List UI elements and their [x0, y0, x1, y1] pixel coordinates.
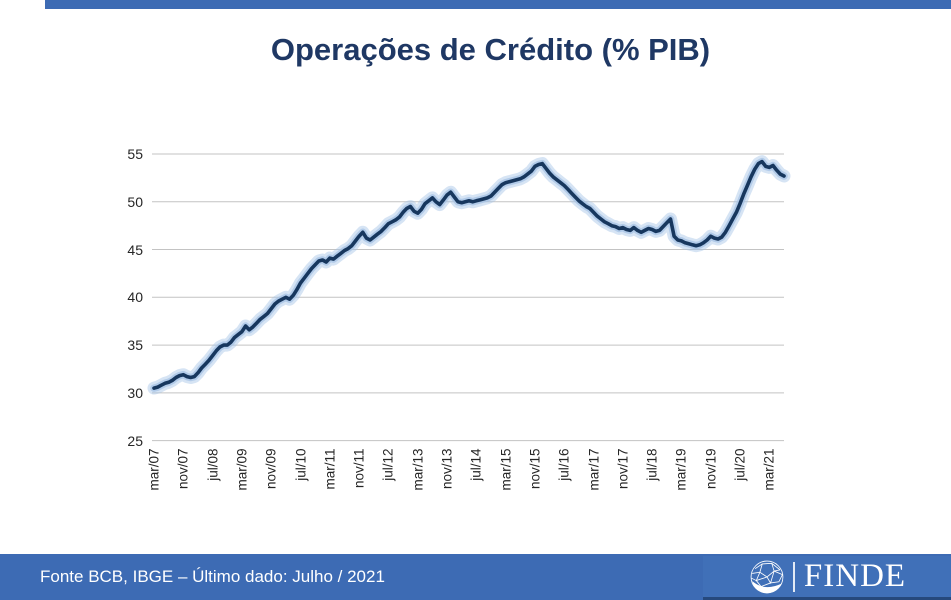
x-tick-label: nov/09	[263, 448, 279, 490]
x-tick-label: mar/21	[761, 448, 777, 491]
globe-network-icon	[750, 560, 784, 593]
x-tick-label: mar/13	[410, 448, 426, 491]
y-tick-label: 55	[127, 146, 143, 162]
y-tick-label: 40	[127, 289, 143, 306]
logo-divider	[792, 561, 795, 592]
x-tick-label: jul/08	[205, 448, 221, 481]
x-tick-label: jul/10	[293, 448, 308, 481]
x-tick-label: jul/14	[468, 448, 484, 481]
x-tick-label: mar/11	[322, 448, 338, 490]
x-tick-label: mar/09	[234, 448, 250, 491]
x-tick-label: nov/19	[703, 448, 719, 490]
x-tick-label: nov/07	[175, 448, 191, 490]
x-tick-label: jul/20	[732, 448, 748, 481]
line-chart-canvas	[147, 153, 791, 442]
y-tick-label: 30	[127, 384, 143, 401]
y-tick-label: 45	[127, 241, 143, 258]
footer-bar: Fonte BCB, IBGE – Último dado: Julho / 2…	[0, 554, 951, 600]
x-tick-label: jul/18	[644, 448, 660, 481]
x-tick-label: mar/07	[146, 448, 162, 491]
logo-wordmark: FINDE	[803, 558, 907, 594]
credit-series-line	[147, 155, 791, 395]
x-tick-label: nov/15	[527, 448, 543, 490]
top-accent-strip	[45, 0, 951, 9]
finde-logo: FINDE	[703, 556, 951, 600]
x-tick-label: jul/12	[380, 448, 396, 481]
x-tick-label: nov/13	[439, 448, 455, 490]
source-caption: Fonte BCB, IBGE – Último dado: Julho / 2…	[40, 567, 385, 586]
x-tick-label: mar/17	[586, 448, 602, 491]
x-tick-label: nov/11	[351, 448, 367, 489]
x-tick-label: mar/15	[498, 448, 514, 491]
y-tick-label: 35	[127, 337, 143, 354]
x-tick-label: jul/16	[556, 448, 572, 481]
y-tick-label: 50	[127, 193, 143, 210]
x-tick-label: mar/19	[673, 448, 689, 491]
y-tick-label: 25	[127, 432, 143, 449]
page-title: Operações de Crédito (% PIB)	[270, 32, 711, 67]
credit-series-line	[152, 159, 786, 390]
x-tick-label: nov/17	[615, 448, 631, 490]
